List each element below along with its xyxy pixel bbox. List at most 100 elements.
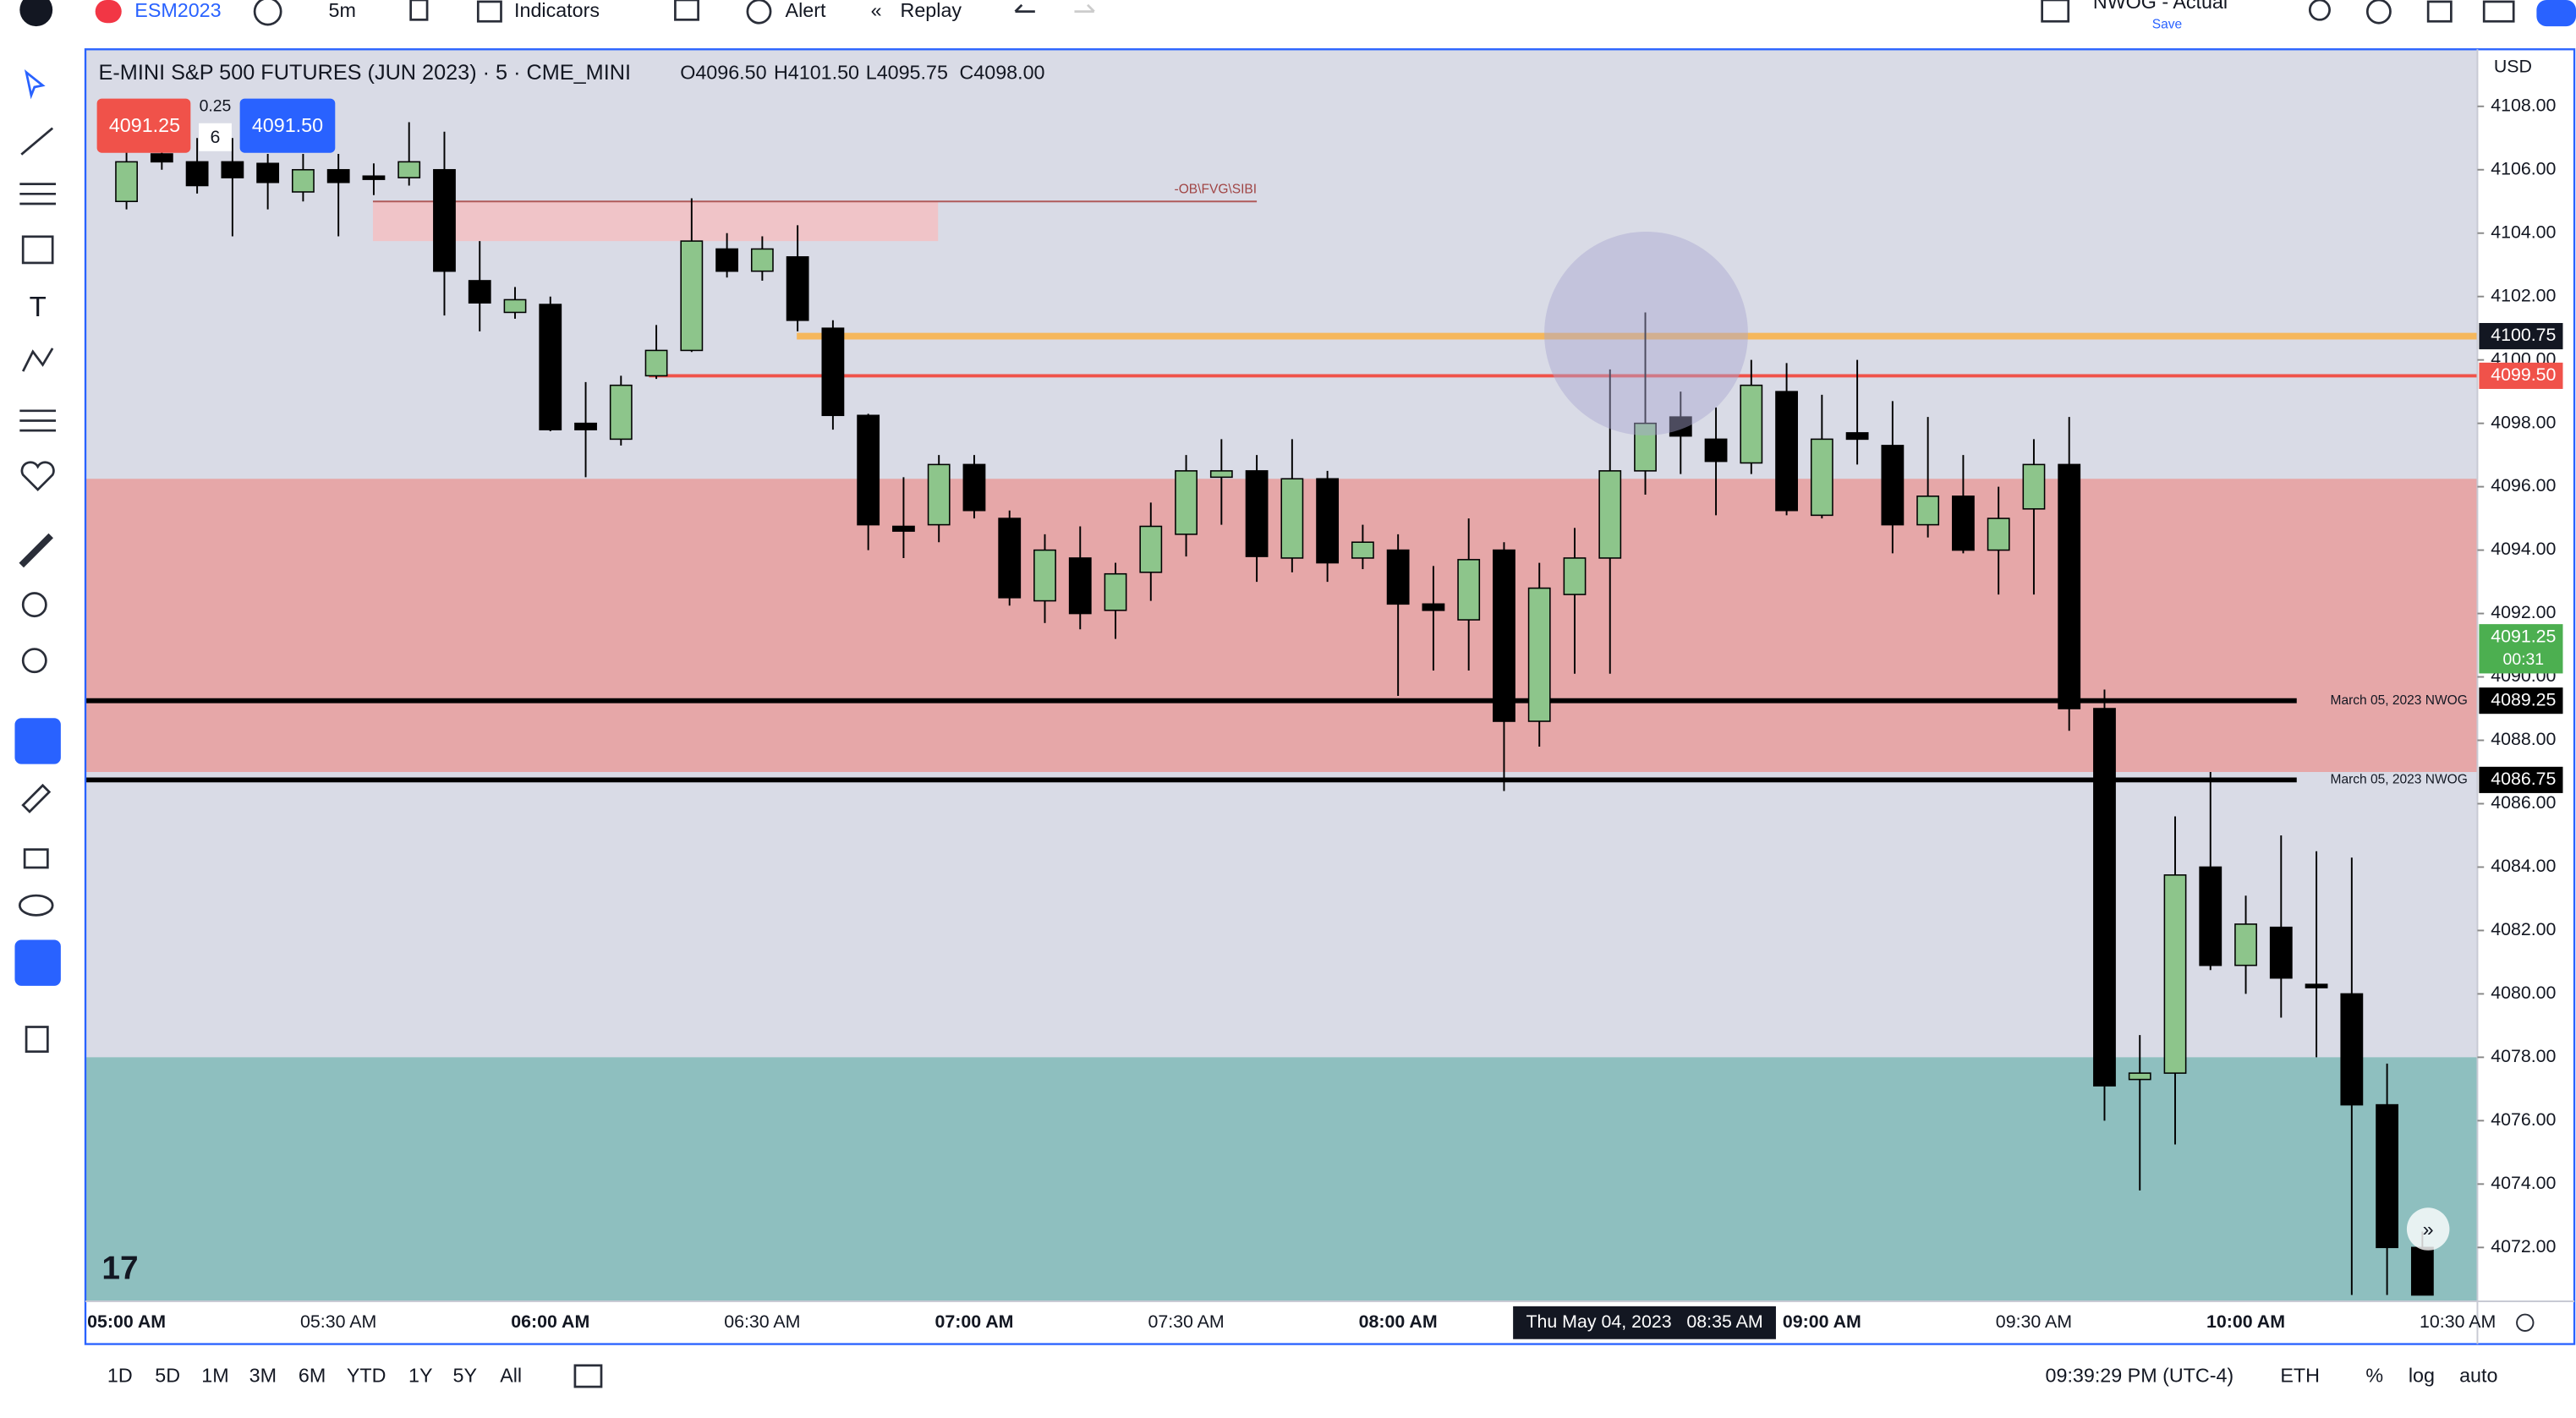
zoom-in[interactable] [21,592,47,618]
candle-body [1386,549,1410,605]
layout-icon[interactable] [674,0,699,21]
price-tick-label: 4092.00 [2491,602,2556,622]
snapshot[interactable] [2482,0,2515,23]
layout-name[interactable]: NWOG - Actual [2093,0,2228,13]
candle-body [1775,391,1798,512]
fib-tool[interactable] [19,183,57,205]
scroll-button[interactable] [2406,1207,2450,1251]
price-tick-label: 4106.00 [2491,158,2556,178]
price-tick-label: 4076.00 [2491,1109,2556,1130]
price-tag [2479,323,2563,350]
sync[interactable] [14,939,61,986]
candle-body [1139,525,1163,573]
candle-body [2058,463,2081,709]
price-tag [2479,687,2563,714]
favorites[interactable] [20,461,55,492]
range-button[interactable]: All [500,1365,522,1387]
undo[interactable] [1014,3,1035,13]
auto-toggle[interactable]: auto [2459,1365,2497,1387]
candle-body [1634,422,1657,472]
symbol[interactable]: ESM2023 [134,0,221,21]
candle-body [2376,1103,2399,1249]
clock: 09:39:29 PM (UTC-4) [2046,1365,2234,1387]
search[interactable] [2308,0,2331,21]
price-tick-label: 4104.00 [2491,222,2556,242]
add-symbol[interactable] [253,0,282,26]
percent-toggle[interactable]: % [2365,1365,2383,1387]
left-toolbar: T [14,69,61,1054]
trend-line-tool[interactable] [20,127,54,156]
range-button[interactable]: 1Y [408,1365,433,1387]
quantity[interactable]: 6 [211,127,221,147]
candle-body [786,256,809,321]
range-button[interactable]: 1D [107,1365,133,1387]
range-button[interactable]: 3M [249,1365,277,1387]
log-toggle[interactable]: log [2409,1365,2435,1387]
bottom-bar: 09:39:29 PM (UTC-4) ETH % log auto 1D 5D 1… [107,1364,2497,1388]
chart-border [84,48,2576,1345]
range-button[interactable]: YTD [347,1365,386,1387]
ohlc-close: C4098.00 [959,62,1044,84]
replay-button[interactable]: Replay [901,0,962,21]
ruler[interactable] [19,533,53,568]
crosshair-time: Thu May 04, 2023 08:35 AM [1526,1311,1762,1332]
level-note: March 05, 2023 NWOG [2331,693,2468,708]
magnet[interactable] [14,718,61,764]
layout-select[interactable] [2041,0,2070,23]
chart-type[interactable] [409,0,429,21]
date-range[interactable] [573,1364,603,1388]
text-tool[interactable]: T [30,291,47,322]
range-button[interactable]: 5Y [453,1365,478,1387]
price-tick-label: 4082.00 [2491,919,2556,939]
plot: -OB\FVG\SIBI [85,122,2478,1302]
range-button[interactable]: 6M [299,1365,326,1387]
candle-body [1209,470,1233,479]
indicators-button[interactable]: Indicators [514,0,600,21]
countdown: 00:31 [2503,650,2545,669]
last-price-label: 4091.25 [2491,626,2556,646]
zone [372,201,939,242]
delete[interactable] [25,1026,49,1054]
candle-body [962,463,986,512]
candle-body [1810,438,1833,517]
save-status: Save [2152,17,2182,31]
alert-button[interactable]: Alert [786,0,826,21]
range-button[interactable]: 1M [201,1365,228,1387]
price-tag [2479,362,2563,389]
price-tick-label: 4086.00 [2491,792,2556,813]
settings[interactable] [2365,0,2392,25]
alert-icon [746,0,772,25]
candle-body [1881,445,1905,526]
buy-button[interactable] [239,98,336,153]
quantity-box[interactable] [199,123,232,151]
lock[interactable] [23,848,49,869]
fullscreen[interactable] [2426,0,2453,23]
zoom-out[interactable] [21,648,47,674]
stay-drawing[interactable] [21,783,52,813]
candle-body [1493,549,1515,722]
shape-tool[interactable] [21,235,54,265]
session[interactable]: ETH [2280,1365,2320,1387]
profile[interactable] [2536,0,2576,27]
candle-body [927,463,951,526]
prediction-tool[interactable] [19,409,57,432]
time-label: 10:30 AM [2420,1311,2496,1332]
interval[interactable]: 5m [329,0,356,21]
chart-title: E-MINI S&P 500 FUTURES (JUN 2023) · 5 · … [99,61,631,85]
sell-price[interactable]: 4091.25 [109,114,180,136]
indicators-icon [476,0,502,23]
hide[interactable] [18,894,54,917]
time-label: 05:00 AM [87,1311,166,1332]
candle-body [1598,470,1622,559]
buy-price[interactable]: 4091.50 [252,114,323,136]
candle-body [2093,708,2116,1087]
pattern-tool[interactable] [21,348,54,372]
range-button[interactable]: 5D [155,1365,180,1387]
cursor-tool[interactable] [24,69,46,100]
ohlc-high: H4101.50 [774,62,859,84]
axis-settings[interactable] [2516,1313,2535,1332]
sell-button[interactable] [96,98,191,153]
price-tick-label: 4078.00 [2491,1046,2556,1066]
candle-body [150,153,173,163]
currency[interactable]: USD [2494,56,2532,76]
